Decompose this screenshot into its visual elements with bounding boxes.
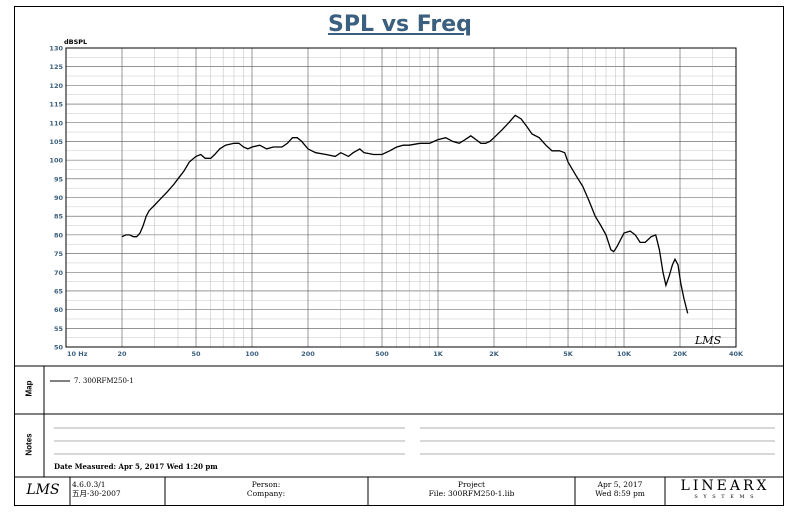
x-tick-label: 500 <box>375 350 389 358</box>
footer-version: 4.6.0.3/1 五月-30-2007 <box>72 480 164 498</box>
footer-date: Apr 5, 2017 <box>597 480 643 489</box>
version-number: 4.6.0.3/1 <box>72 480 106 489</box>
footer-person: Person: Company: <box>166 480 366 498</box>
x-tick-label: 50 <box>191 350 201 358</box>
footer-project: Project File: 300RFM250-1.lib <box>369 480 574 498</box>
legend-entry: 7. 300RFM250-1 <box>74 377 134 385</box>
y-tick-label: 80 <box>54 231 64 239</box>
x-tick-label: 10 Hz <box>67 350 88 358</box>
brand-name: LINEARX <box>680 478 770 494</box>
x-tick-labels: 10 Hz 20 50 100 200 500 1K 2K 5K 10K 20K 40K <box>67 350 744 358</box>
chart-title: SPL vs Freq <box>328 12 472 37</box>
brand-sub: S Y S T E M S <box>694 494 756 500</box>
version-date: 五月-30-2007 <box>72 489 121 498</box>
chart-grid <box>65 47 737 348</box>
x-tick-label: 20K <box>673 350 688 358</box>
x-tick-label: 100 <box>245 350 259 358</box>
y-tick-label: 130 <box>49 45 63 53</box>
footer-time: Wed 8:59 pm <box>595 489 645 498</box>
notes-side-label: Notes <box>24 433 34 456</box>
y-tick-label: 120 <box>49 82 63 90</box>
y-tick-label: 115 <box>49 101 63 109</box>
map-side-label: Map <box>24 380 34 397</box>
y-tick-label: 95 <box>54 175 64 183</box>
y-tick-label: 100 <box>49 157 63 165</box>
series-line-300rfm250-1 <box>121 114 689 314</box>
y-tick-label: 70 <box>54 269 64 277</box>
company-label: Company: <box>246 489 286 498</box>
y-tick-label: 110 <box>49 119 63 127</box>
y-tick-label: 105 <box>49 138 63 146</box>
y-tick-label: 50 <box>54 344 64 352</box>
y-tick-label: 55 <box>54 325 64 333</box>
y-tick-labels: 130 125 120 115 110 105 100 95 90 85 80 75 70 65 60 55 5… <box>49 45 63 352</box>
x-tick-label: 20 <box>117 350 127 358</box>
file-label: File: 300RFM250-1.lib <box>428 489 515 498</box>
date-measured: Date Measured: Apr 5, 2017 Wed 1:20 pm <box>54 462 218 471</box>
y-tick-label: 90 <box>54 194 64 202</box>
y-tick-label: 125 <box>49 63 63 71</box>
x-tick-label: 2K <box>489 350 500 358</box>
x-tick-label: 1K <box>433 350 444 358</box>
footer-lms-logo: LMS <box>26 482 60 498</box>
footer-brand: LINEARX S Y S T E M S <box>667 479 783 501</box>
y-axis-label: dBSPL <box>64 38 87 46</box>
y-tick-label: 60 <box>54 306 64 314</box>
y-tick-label: 85 <box>54 213 64 221</box>
x-tick-label: 5K <box>563 350 574 358</box>
y-tick-label: 75 <box>54 250 64 258</box>
x-tick-label: 10K <box>617 350 632 358</box>
project-label: Project <box>457 480 486 489</box>
footer-datetime: Apr 5, 2017 Wed 8:59 pm <box>576 480 664 498</box>
x-tick-label: 200 <box>301 350 315 358</box>
page-frame <box>14 6 784 506</box>
y-tick-label: 65 <box>54 287 64 295</box>
x-tick-label: 40K <box>729 350 744 358</box>
person-label: Person: <box>251 480 281 489</box>
lms-watermark: LMS <box>694 334 722 347</box>
